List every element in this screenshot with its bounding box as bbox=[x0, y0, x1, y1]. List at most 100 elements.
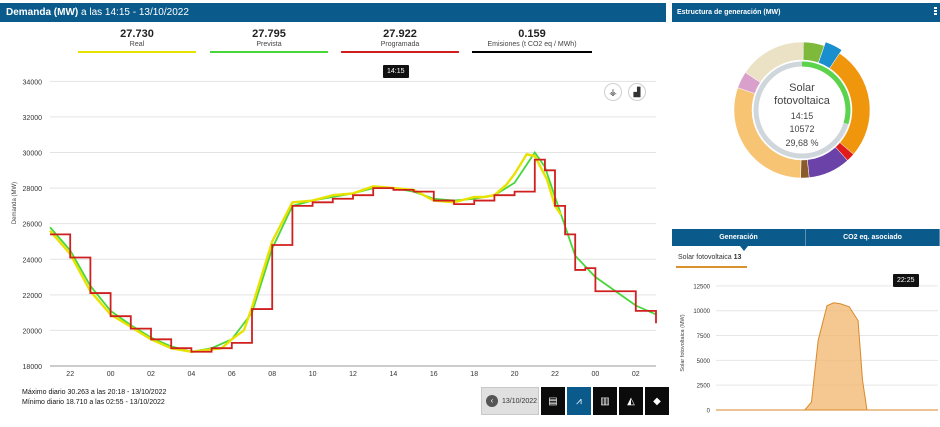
chevron-left-icon[interactable]: ‹ bbox=[486, 395, 498, 407]
x-tick-label: 06 bbox=[228, 371, 236, 378]
y-tick-label: 20000 bbox=[23, 328, 43, 335]
x-tick-label: 08 bbox=[268, 371, 276, 378]
y-tick-label: 34000 bbox=[23, 79, 43, 86]
demand-line-chart[interactable]: 18000 20000 22000 24000 26000 28000 30000 32000… bbox=[0, 60, 666, 382]
series-label: Solar fotovoltaica 13 bbox=[678, 254, 741, 261]
kpi-real-value: 27.730 bbox=[120, 28, 154, 40]
date-label: 13/10/2022 bbox=[502, 397, 538, 405]
x-tick-label: 00 bbox=[592, 371, 600, 378]
time-tooltip: 14:15 bbox=[383, 65, 409, 78]
generation-tabs: Generación CO2 eq. asociado bbox=[672, 229, 940, 246]
y-axis-label: Demanda (MW) bbox=[12, 182, 18, 224]
series-line-programada bbox=[50, 158, 657, 353]
y-tick-label: 32000 bbox=[23, 115, 43, 122]
daily-min: Mínimo diario 18.710 a las 02:55 - 13/10… bbox=[22, 399, 165, 406]
bars-icon: ▥ bbox=[600, 395, 610, 407]
table-view-button[interactable]: ▤ bbox=[541, 387, 565, 415]
kpi-prevista-underline bbox=[210, 51, 328, 53]
kpi-emisiones-value: 0.159 bbox=[518, 28, 546, 40]
kpi-real[interactable]: 27.730 Real bbox=[78, 28, 196, 53]
view-toolbar: ‹ 13/10/2022 ▤ ⩘ ▥ ◭ ◆ bbox=[481, 387, 669, 415]
line-chart-icon: ⩘ bbox=[576, 395, 582, 407]
line-chart-view-button[interactable]: ⩘ bbox=[567, 387, 591, 415]
mini-y-tick-label: 0 bbox=[707, 409, 711, 415]
donut-center-line2: fotovoltaica bbox=[774, 95, 831, 107]
mini-tooltip: 22:25 bbox=[893, 274, 919, 287]
kpi-prevista-label: Prevista bbox=[256, 41, 282, 48]
donut-center-time: 14:15 bbox=[791, 111, 814, 121]
mini-y-tick-label: 10000 bbox=[693, 309, 710, 315]
x-tick-label: 22 bbox=[66, 371, 74, 378]
kpi-programada-value: 27.922 bbox=[383, 28, 417, 40]
kpi-emisiones-underline bbox=[472, 51, 592, 53]
daily-stats: Máximo diario 30.263 a las 20:18 - 13/10… bbox=[22, 388, 166, 408]
y-tick-label: 28000 bbox=[23, 186, 43, 193]
demand-title: Demanda (MW) bbox=[6, 7, 79, 18]
tab-caret bbox=[740, 246, 748, 251]
solar-area bbox=[716, 302, 938, 411]
demand-panel: Demanda (MW) a las 14:15 - 13/10/2022 27… bbox=[0, 3, 669, 415]
x-tick-label: 16 bbox=[430, 371, 438, 378]
x-tick-label: 00 bbox=[107, 371, 115, 378]
x-tick-label: 12 bbox=[349, 371, 357, 378]
kpi-prevista[interactable]: 27.795 Prevista bbox=[210, 28, 328, 53]
y-tick-label: 26000 bbox=[23, 222, 43, 229]
map-view-button[interactable]: ◆ bbox=[645, 387, 669, 415]
generation-title: Estructura de generación (MW) bbox=[677, 9, 781, 16]
kpi-real-label: Real bbox=[129, 41, 145, 48]
x-tick-label: 02 bbox=[632, 371, 640, 378]
series-underline bbox=[676, 266, 747, 268]
kpi-emisiones[interactable]: 0.159 Emisiones (t CO2 eq / MWh) bbox=[472, 28, 592, 53]
x-tick-label: 04 bbox=[188, 371, 196, 378]
x-tick-label: 02 bbox=[147, 371, 155, 378]
y-tick-label: 18000 bbox=[23, 364, 43, 371]
series-value: 13 bbox=[733, 254, 742, 261]
tab-generacion[interactable]: Generación bbox=[672, 229, 806, 246]
area-view-button[interactable]: ◭ bbox=[619, 387, 643, 415]
area-chart-icon: ◭ bbox=[627, 395, 635, 407]
x-tick-label: 14 bbox=[390, 371, 398, 378]
donut-center-percent: 29,68 % bbox=[785, 138, 818, 148]
mini-y-axis-label: Solar fotovoltaica (MW) bbox=[680, 314, 686, 371]
daily-max: Máximo diario 30.263 a las 20:18 - 13/10… bbox=[22, 389, 167, 396]
y-tick-label: 22000 bbox=[23, 293, 43, 300]
kpi-prevista-value: 27.795 bbox=[252, 28, 286, 40]
demand-subtitle: a las 14:15 - 13/10/2022 bbox=[81, 7, 189, 18]
donut-hole bbox=[759, 67, 845, 153]
solar-area-chart[interactable]: 0 2500 5000 7500 10000 12500 Solar fotovoltaic… bbox=[672, 270, 940, 420]
series-name: Solar fotovoltaica bbox=[678, 254, 732, 261]
kpi-programada-underline bbox=[341, 51, 459, 53]
series-line-prevista bbox=[49, 150, 657, 353]
x-tick-label: 22 bbox=[551, 371, 559, 378]
kpi-emisiones-label: Emisiones (t CO2 eq / MWh) bbox=[487, 41, 577, 48]
bars-view-button[interactable]: ▥ bbox=[593, 387, 617, 415]
mini-y-tick-label: 2500 bbox=[697, 384, 711, 390]
x-tick-label: 18 bbox=[470, 371, 478, 378]
table-icon: ▤ bbox=[548, 395, 558, 407]
mini-y-tick-label: 5000 bbox=[697, 359, 711, 365]
y-tick-label: 24000 bbox=[23, 257, 43, 264]
tab-co2[interactable]: CO2 eq. asociado bbox=[806, 229, 940, 246]
kpi-real-underline bbox=[78, 51, 196, 53]
donut-center-value: 10572 bbox=[789, 124, 814, 134]
generation-header: Estructura de generación (MW) bbox=[672, 3, 940, 22]
kpi-programada[interactable]: 27.922 Programada bbox=[341, 28, 459, 53]
y-tick-label: 30000 bbox=[23, 151, 43, 158]
date-picker-button[interactable]: ‹ 13/10/2022 bbox=[481, 387, 539, 415]
x-tick-label: 10 bbox=[309, 371, 317, 378]
donut-center-line1: Solar bbox=[789, 82, 815, 94]
kpi-programada-label: Programada bbox=[380, 41, 420, 48]
spain-map-icon: ◆ bbox=[653, 395, 661, 407]
inner-ring-value bbox=[801, 61, 851, 125]
wind-turbine-icon[interactable]: ⚶ bbox=[604, 83, 622, 101]
demand-header: Demanda (MW) a las 14:15 - 13/10/2022 bbox=[0, 3, 666, 22]
menu-icon[interactable] bbox=[934, 7, 938, 17]
donut-slice bbox=[744, 41, 804, 83]
mini-y-tick-label: 12500 bbox=[693, 284, 710, 290]
series-line-real bbox=[49, 152, 563, 353]
x-tick-label: 20 bbox=[511, 371, 519, 378]
factory-icon[interactable]: ▟ bbox=[628, 83, 646, 101]
mini-y-tick-label: 7500 bbox=[697, 334, 711, 340]
